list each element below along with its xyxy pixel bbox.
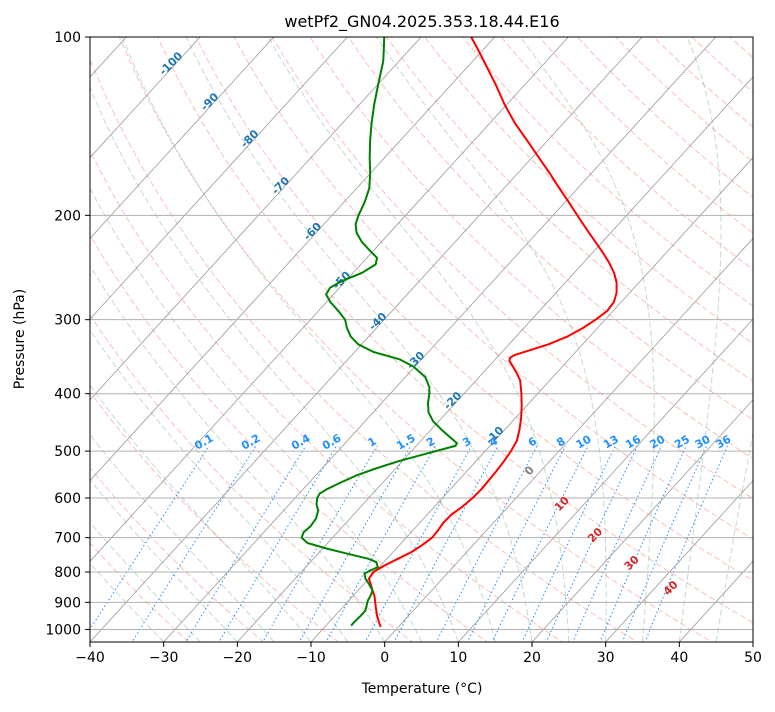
y-tick-label: 500 bbox=[54, 444, 81, 460]
y-tick-label: 400 bbox=[54, 387, 81, 403]
x-tick-label: 50 bbox=[744, 650, 762, 666]
dry-adiabat-line bbox=[90, 149, 564, 642]
y-tick-label: 900 bbox=[54, 595, 81, 611]
isotherm-line bbox=[90, 37, 275, 239]
x-tick-label: −10 bbox=[296, 650, 326, 666]
moist-adiabat-line bbox=[678, 37, 722, 642]
moist-adiabat-line bbox=[90, 329, 349, 642]
x-tick-label: 10 bbox=[449, 650, 467, 666]
mixing-ratio-line bbox=[435, 445, 538, 642]
isotherm-line bbox=[90, 37, 348, 320]
plot-frame bbox=[89, 36, 754, 643]
moist-adiabat-line bbox=[90, 264, 386, 642]
isotherm-line bbox=[752, 641, 753, 642]
dewpoint-line bbox=[300, 37, 458, 627]
y-tick-label: 100 bbox=[54, 30, 81, 46]
x-tick-label: −20 bbox=[223, 650, 253, 666]
mixing-ratio-line bbox=[621, 445, 708, 642]
sounding-series bbox=[300, 37, 618, 628]
isotherm-line bbox=[90, 37, 496, 482]
x-tick-label: −40 bbox=[75, 650, 105, 666]
moist-adiabat-line bbox=[715, 430, 753, 642]
dry-adiabats bbox=[90, 37, 753, 642]
x-tick-label: −30 bbox=[149, 650, 179, 666]
x-axis-label: Temperature (°C) bbox=[361, 681, 483, 697]
mixing-ratio-line bbox=[521, 445, 616, 642]
dry-adiabat-line bbox=[90, 391, 340, 642]
isobar-gridlines bbox=[90, 37, 753, 630]
moist-adiabat-line bbox=[121, 37, 496, 642]
mixing-ratio-line bbox=[491, 445, 589, 642]
dry-adiabat-line bbox=[118, 37, 713, 642]
x-tick-label: 0 bbox=[380, 650, 389, 666]
dry-adiabat-line bbox=[90, 58, 638, 642]
moist-adiabat-line bbox=[90, 521, 201, 642]
chart-title: wetPf2_GN04.2025.353.18.44.E16 bbox=[284, 12, 559, 32]
x-tick-label: 30 bbox=[597, 650, 615, 666]
dry-adiabat-line bbox=[90, 542, 190, 642]
moist-adiabat-line bbox=[375, 37, 607, 642]
x-tick-label: 20 bbox=[523, 650, 541, 666]
dry-adiabat-line bbox=[90, 234, 489, 642]
isotherm-line bbox=[531, 399, 753, 642]
y-tick-label: 200 bbox=[54, 208, 81, 224]
dry-adiabat-line bbox=[90, 467, 265, 642]
plot-background bbox=[90, 37, 753, 642]
mixing-ratio-line bbox=[466, 445, 566, 642]
isotherm-line bbox=[237, 76, 753, 642]
skewed-isotherms bbox=[90, 37, 753, 642]
isotherm-line bbox=[163, 37, 717, 642]
moist-adiabats bbox=[90, 37, 753, 642]
temperature-line bbox=[368, 37, 618, 628]
isotherm-line bbox=[384, 237, 753, 642]
moist-adiabat-line bbox=[90, 562, 165, 642]
dry-adiabat-line bbox=[157, 37, 753, 624]
dry-adiabat-line bbox=[271, 37, 753, 500]
isotherm-line bbox=[90, 37, 643, 642]
mixing-ratio-line bbox=[644, 445, 728, 642]
dry-adiabat-line bbox=[347, 37, 753, 421]
isotherm-line bbox=[310, 157, 753, 642]
y-tick-label: 1000 bbox=[45, 622, 81, 638]
dry-adiabat-line bbox=[424, 37, 753, 344]
y-axis-label: Pressure (hPa) bbox=[12, 289, 28, 389]
y-axis: 1000 900 800 700 600 500 400 300 200 100 bbox=[45, 30, 90, 638]
y-tick-label: 800 bbox=[54, 565, 81, 581]
x-tick-label: 40 bbox=[670, 650, 688, 666]
isotherm-line bbox=[90, 37, 201, 159]
isotherm-line bbox=[90, 37, 569, 562]
moist-adiabat-line bbox=[90, 433, 275, 642]
moist-adiabat-line bbox=[267, 37, 570, 642]
moist-adiabat-line bbox=[519, 37, 655, 642]
isotherm-line bbox=[458, 318, 753, 642]
moist-adiabat-line bbox=[90, 187, 422, 642]
moist-adiabat-line bbox=[90, 86, 459, 642]
dry-adiabat-line bbox=[195, 37, 753, 582]
isotherm-line bbox=[605, 479, 753, 642]
isotherm-line bbox=[90, 37, 422, 401]
y-tick-label: 300 bbox=[54, 313, 81, 329]
y-tick-label: 600 bbox=[54, 491, 81, 507]
x-axis: −40 −30 −20 −10 0 10 20 30 40 50 bbox=[75, 642, 762, 666]
dry-adiabat-line bbox=[90, 313, 414, 642]
y-tick-label: 700 bbox=[54, 531, 81, 547]
moist-adiabat-line bbox=[90, 479, 238, 642]
